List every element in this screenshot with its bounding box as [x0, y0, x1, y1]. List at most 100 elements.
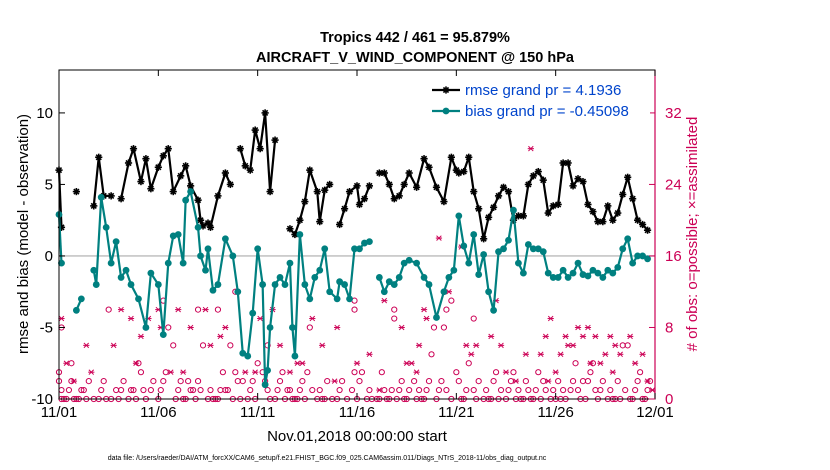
rmse-line [379, 156, 649, 240]
x-tick-label: 11/21 [438, 404, 474, 421]
obs-assimilated-marker [366, 351, 373, 358]
rmse-point-core [328, 182, 332, 187]
obs-possible-marker [463, 386, 470, 394]
obs-possible-marker [483, 386, 490, 394]
bias-point [249, 309, 257, 317]
bias-point [440, 288, 448, 296]
obs-possible-marker [435, 386, 443, 394]
rmse-point-core [288, 227, 292, 231]
rmse-point [534, 167, 542, 176]
obs-assimilated-marker [435, 235, 443, 241]
bias-point [519, 269, 527, 277]
rmse-point-core [228, 182, 232, 187]
obs-possible-marker [222, 386, 229, 394]
bias-point [58, 259, 65, 267]
bias-point [112, 238, 120, 246]
bias-point [333, 295, 341, 303]
rmse-point [475, 205, 483, 213]
obs-possible-marker [381, 386, 388, 394]
rmse-point [306, 166, 314, 174]
obs-assimilated-marker [612, 342, 619, 349]
rmse-point-core [308, 168, 312, 172]
bias-point [179, 259, 187, 267]
obs-assimilated-marker [463, 342, 470, 349]
rmse-point-core [97, 155, 101, 159]
rmse-point [345, 187, 354, 196]
rmse-point-core [407, 171, 411, 175]
bias-point [420, 274, 428, 281]
obs-possible-marker [85, 378, 92, 385]
obs-assimilated-marker [547, 315, 554, 322]
bias-point [544, 269, 552, 277]
bias-point [400, 259, 408, 267]
rmse-point [634, 216, 642, 224]
rmse-point-core [189, 184, 193, 188]
rmse-point-core [601, 220, 605, 224]
obs-assimilated-marker [83, 342, 90, 349]
bias-point [296, 231, 304, 238]
bias-point [594, 269, 602, 277]
rmse-point-core [551, 204, 555, 208]
rmse-point-core [323, 188, 327, 192]
rmse-point [355, 200, 364, 209]
rmse-point [564, 159, 572, 167]
rmse-point-core [216, 194, 220, 198]
rmse-point [425, 163, 433, 171]
rmse-point-core [487, 215, 491, 219]
bias-point [624, 235, 632, 243]
bias-point [475, 271, 483, 278]
bias-point [549, 274, 557, 281]
obs-assimilated-marker [574, 324, 582, 331]
bias-point [306, 295, 314, 303]
obs-possible-marker [366, 386, 373, 394]
rmse-point-core [546, 211, 550, 215]
rmse-point-core [645, 228, 650, 232]
obs-assimilated-marker [527, 145, 534, 152]
obs-possible-marker [296, 386, 303, 394]
obs-assimilated-marker [632, 360, 639, 366]
rmse-point [137, 177, 145, 186]
y-axis-left-label: rmse and bias (model - observation) [15, 114, 32, 354]
obs-assimilated-marker [552, 369, 559, 375]
obs-possible-marker [247, 386, 254, 394]
rmse-point [485, 213, 493, 221]
rmse-point [72, 187, 80, 196]
bias-point [604, 266, 612, 274]
rmse-point-core [362, 197, 367, 201]
rmse-point [199, 222, 207, 230]
obs-possible-marker [388, 386, 395, 394]
rmse-point [321, 186, 329, 194]
obs-assimilated-marker [175, 306, 182, 313]
obs-assimilated-marker [117, 306, 125, 313]
rmse-point-core [501, 185, 506, 189]
obs-possible-marker [540, 378, 547, 385]
rmse-point [574, 175, 582, 183]
obs-assimilated-marker [222, 324, 229, 331]
rmse-point [569, 182, 577, 190]
obs-possible-marker [391, 306, 398, 313]
obs-possible-marker [535, 369, 542, 376]
obs-possible-marker [316, 386, 323, 394]
bias-point [495, 248, 502, 256]
rmse-point-core [126, 161, 131, 165]
bias-point [239, 349, 247, 357]
obs-assimilated-marker [132, 360, 140, 366]
obs-possible-marker [239, 378, 246, 385]
obs-possible-marker [117, 386, 125, 394]
obs-assimilated-marker [398, 324, 405, 331]
obs-possible-marker [232, 369, 239, 376]
rmse-point-core [472, 189, 476, 194]
rmse-point [90, 202, 98, 210]
obs-assimilated-marker [569, 342, 577, 349]
rmse-point [286, 225, 294, 233]
obs-possible-marker [490, 378, 497, 385]
obs-possible-marker [398, 378, 405, 385]
rmse-point [313, 187, 321, 196]
obs-assimilated-marker [522, 351, 529, 358]
bias-point [539, 248, 547, 256]
y-tick-label: -5 [40, 319, 53, 336]
rmse-point-core [258, 147, 262, 151]
obs-possible-marker [622, 386, 629, 394]
obs-possible-marker [448, 297, 455, 304]
